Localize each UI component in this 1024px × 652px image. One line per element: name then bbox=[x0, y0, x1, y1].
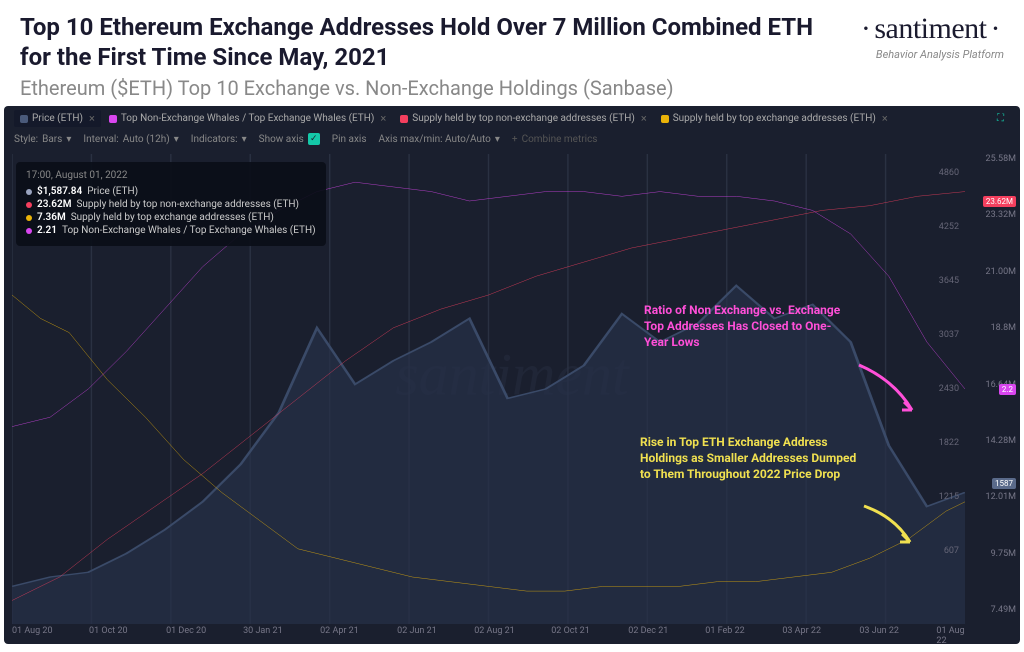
brand-name: santiment bbox=[857, 12, 1004, 46]
tooltip-row: 2.21 Top Non-Exchange Whales / Top Exchan… bbox=[26, 225, 316, 236]
close-icon[interactable]: × bbox=[380, 112, 386, 125]
color-dot bbox=[26, 202, 32, 208]
y-left-tick: 1822 bbox=[939, 438, 959, 448]
y-tick-label: 7.49M bbox=[991, 605, 1016, 615]
chevron-down-icon: ▾ bbox=[242, 134, 247, 145]
x-tick-label: 03 Apr 22 bbox=[782, 626, 821, 636]
chart-panel: Price (ETH) × Top Non-Exchange Whales / To… bbox=[4, 106, 1020, 644]
y-left-tick: 4860 bbox=[939, 168, 959, 178]
tooltip-row: 23.62M Supply held by top non-exchange ad… bbox=[26, 199, 316, 210]
legend-item[interactable]: Supply held by top non-exchange addresse… bbox=[394, 110, 652, 127]
x-tick-label: 30 Jan 21 bbox=[243, 626, 283, 636]
chevron-down-icon: ▾ bbox=[66, 134, 71, 145]
tooltip-value: 2.21 bbox=[37, 225, 57, 236]
close-icon[interactable]: × bbox=[89, 112, 95, 125]
x-tick-label: 01 Aug 20 bbox=[12, 626, 53, 636]
x-tick-label: 02 Apr 21 bbox=[320, 626, 359, 636]
x-tick-label: 02 Dec 21 bbox=[628, 626, 668, 636]
tooltip-row: $1,587.84 Price (ETH) bbox=[26, 186, 316, 197]
tooltip-row: 7.36M Supply held by top exchange address… bbox=[26, 212, 316, 223]
x-tick-label: 01 Aug 22 bbox=[936, 626, 965, 644]
x-tick-label: 01 Dec 20 bbox=[166, 626, 206, 636]
tooltip-value: $1,587.84 bbox=[37, 186, 82, 197]
chevron-down-icon: ▾ bbox=[495, 134, 500, 145]
axis-minmax-control[interactable]: Axis max/min: Auto/Auto ▾ bbox=[379, 134, 500, 145]
plus-icon: + bbox=[512, 134, 518, 145]
brand-block: santiment Behavior Analysis Platform bbox=[837, 12, 1004, 61]
color-dot bbox=[26, 228, 32, 234]
legend-swatch bbox=[661, 115, 669, 123]
x-tick-label: 02 Jun 21 bbox=[397, 626, 437, 636]
title-block: Top 10 Ethereum Exchange Addresses Hold … bbox=[20, 12, 837, 100]
legend-label: Supply held by top non-exchange addresse… bbox=[412, 113, 635, 124]
tooltip-date: 17:00, August 01, 2022 bbox=[26, 170, 316, 181]
close-icon[interactable]: × bbox=[882, 112, 888, 125]
hover-tooltip: 17:00, August 01, 2022 $1,587.84 Price (ET… bbox=[16, 162, 326, 246]
arrow-pink-icon bbox=[854, 360, 924, 420]
brand-tagline: Behavior Analysis Platform bbox=[857, 48, 1004, 61]
indicators-control[interactable]: Indicators: ▾ bbox=[191, 134, 247, 145]
legend-label: Top Non-Exchange Whales / Top Exchange W… bbox=[121, 113, 375, 124]
page-title: Top 10 Ethereum Exchange Addresses Hold … bbox=[20, 12, 837, 72]
y-tick-label: 23.32M bbox=[986, 210, 1016, 220]
y-axis-right: 25.58M23.32M21.00M18.8M16.64M14.28M12.01… bbox=[965, 154, 1020, 624]
x-axis: 01 Aug 20 01 Oct 20 01 Dec 20 30 Jan 21 02 A… bbox=[12, 626, 965, 642]
close-icon[interactable]: × bbox=[641, 112, 647, 125]
show-axis-control[interactable]: Show axis ✓ bbox=[259, 133, 320, 145]
y-left-tick: 3645 bbox=[939, 276, 959, 286]
arrow-yellow-icon bbox=[860, 502, 920, 552]
control-bar: Style: Bars ▾ Interval: Auto (12h) ▾ Ind… bbox=[4, 131, 1020, 147]
axis-badge: 1587 bbox=[992, 478, 1016, 489]
interval-control[interactable]: Interval: Auto (12h) ▾ bbox=[83, 134, 178, 145]
y-left-tick: 4252 bbox=[939, 222, 959, 232]
tooltip-label: Price (ETH) bbox=[87, 186, 138, 197]
legend-item[interactable]: Supply held by top exchange addresses (E… bbox=[655, 110, 894, 127]
legend-label: Price (ETH) bbox=[32, 113, 83, 124]
x-tick-label: 01 Oct 20 bbox=[89, 626, 128, 636]
y-left-tick: 2430 bbox=[939, 384, 959, 394]
style-control[interactable]: Style: Bars ▾ bbox=[14, 134, 71, 145]
y-tick-label: 21.00M bbox=[986, 267, 1016, 277]
tooltip-label: Supply held by top non-exchange addresse… bbox=[76, 199, 299, 210]
y-tick-label: 9.75M bbox=[991, 549, 1016, 559]
pin-axis-control[interactable]: Pin axis bbox=[332, 134, 367, 145]
legend-item[interactable]: Price (ETH) × bbox=[14, 110, 101, 127]
combine-metrics-control[interactable]: + Combine metrics bbox=[512, 134, 598, 145]
y-tick-label: 14.28M bbox=[986, 436, 1016, 446]
y-tick-label: 12.01M bbox=[986, 492, 1016, 502]
tooltip-label: Top Non-Exchange Whales / Top Exchange W… bbox=[62, 225, 316, 236]
legend-swatch bbox=[109, 115, 117, 123]
tooltip-value: 23.62M bbox=[37, 199, 71, 210]
y-tick-label: 18.8M bbox=[991, 323, 1016, 333]
legend-label: Supply held by top exchange addresses (E… bbox=[673, 113, 876, 124]
x-tick-label: 02 Oct 21 bbox=[551, 626, 590, 636]
legend-swatch bbox=[20, 115, 28, 123]
legend-bar: Price (ETH) × Top Non-Exchange Whales / To… bbox=[4, 106, 1020, 131]
chevron-down-icon: ▾ bbox=[174, 134, 179, 145]
y-left-tick: 607 bbox=[944, 546, 959, 556]
fullscreen-icon[interactable]: ⛶ bbox=[991, 111, 1010, 126]
y-left-tick: 3037 bbox=[939, 330, 959, 340]
x-tick-label: 02 Aug 21 bbox=[474, 626, 515, 636]
annotation-yellow: Rise in Top ETH Exchange Address Holding… bbox=[640, 434, 860, 483]
color-dot bbox=[26, 215, 32, 221]
annotation-pink: Ratio of Non Exchange vs. Exchange Top A… bbox=[644, 302, 854, 351]
check-icon: ✓ bbox=[308, 133, 320, 145]
tooltip-value: 7.36M bbox=[37, 212, 66, 223]
legend-item[interactable]: Top Non-Exchange Whales / Top Exchange W… bbox=[103, 110, 392, 127]
x-tick-label: 01 Feb 22 bbox=[705, 626, 744, 636]
y-left-tick: 1215 bbox=[939, 492, 959, 502]
axis-badge: 23.62M bbox=[983, 196, 1016, 207]
x-tick-label: 03 Jun 22 bbox=[859, 626, 899, 636]
header: Top 10 Ethereum Exchange Addresses Hold … bbox=[0, 0, 1024, 106]
color-dot bbox=[26, 189, 32, 195]
legend-swatch bbox=[400, 115, 408, 123]
page-subtitle: Ethereum ($ETH) Top 10 Exchange vs. Non-… bbox=[20, 76, 837, 100]
tooltip-label: Supply held by top exchange addresses (E… bbox=[71, 212, 274, 223]
y-tick-label: 25.58M bbox=[986, 154, 1016, 164]
axis-badge: 2.2 bbox=[999, 384, 1016, 395]
